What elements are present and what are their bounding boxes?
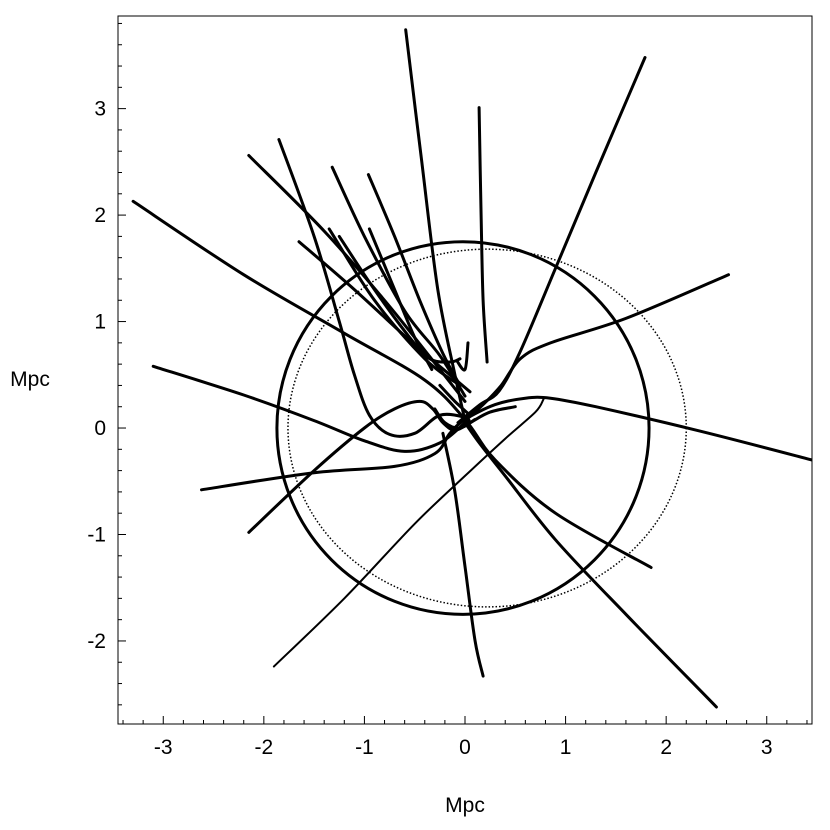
trajectory-line-19 [433, 407, 477, 430]
x-tick-label: -1 [355, 736, 374, 759]
trajectory-line-21 [438, 383, 472, 417]
x-tick-label: 2 [660, 736, 672, 759]
ticks-layer: -3 -2 -1 0 1 2 3 -2 -1 0 1 2 3 [87, 22, 808, 759]
y-tick-label: -1 [87, 523, 106, 546]
trajectory-line-3 [456, 56, 647, 425]
trajectory-line-9 [366, 173, 462, 387]
trajectory-line-13 [367, 227, 434, 371]
data-layer [131, 28, 812, 709]
x-tick-label: -2 [254, 736, 273, 759]
trajectory-line-15 [200, 395, 812, 492]
x-axis-label: Mpc [445, 794, 485, 817]
x-tick-label: -3 [154, 736, 173, 759]
trajectory-line-18 [463, 421, 718, 709]
y-tick-label: 3 [94, 98, 106, 121]
y-axis-label: Mpc [10, 368, 50, 391]
trajectory-line-4 [463, 273, 730, 423]
x-tick-label: 3 [761, 736, 773, 759]
y-tick-label: 1 [94, 311, 106, 334]
y-tick-label: 0 [94, 417, 106, 440]
trajectory-line-22 [272, 398, 545, 668]
trajectory-line-17 [441, 431, 485, 678]
x-tick-label: 1 [560, 736, 572, 759]
trajectory-line-5 [131, 199, 653, 569]
trajectory-line-14 [151, 364, 467, 453]
trajectory-line-20 [455, 341, 470, 372]
y-tick-label: -2 [87, 630, 106, 653]
bold-circle [275, 240, 651, 616]
x-tick-label: 0 [459, 736, 471, 759]
y-tick-label: 2 [94, 204, 106, 227]
trajectory-line-2 [477, 106, 489, 364]
